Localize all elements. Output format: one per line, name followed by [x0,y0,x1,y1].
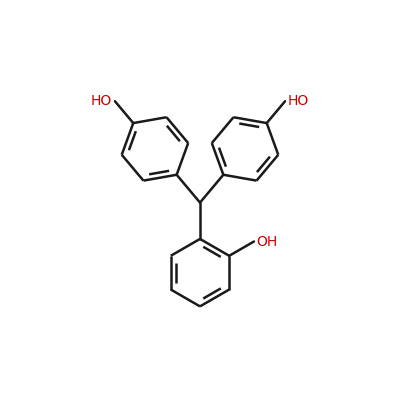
Text: HO: HO [91,94,112,108]
Text: OH: OH [256,234,278,248]
Text: HO: HO [288,94,309,108]
